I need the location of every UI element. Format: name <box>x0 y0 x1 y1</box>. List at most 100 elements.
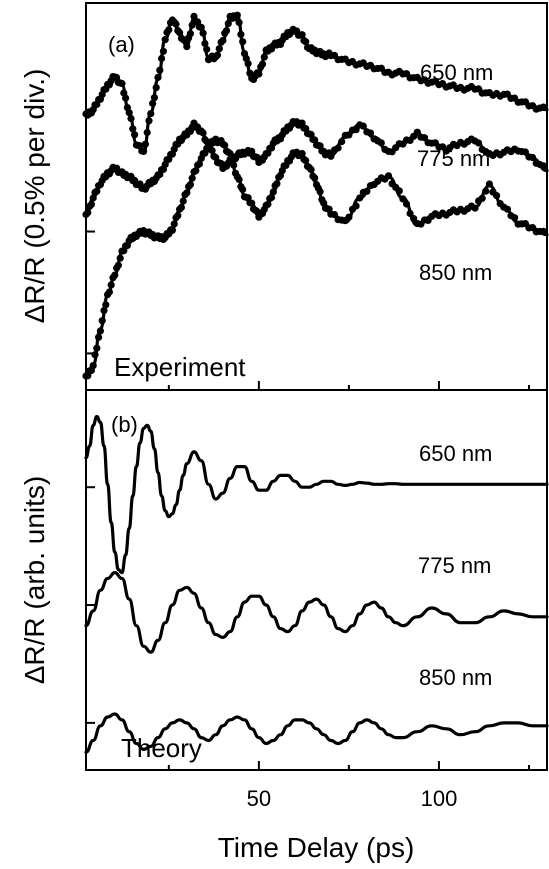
data-point <box>395 187 403 195</box>
data-point <box>199 29 207 37</box>
data-point <box>539 227 548 235</box>
data-point <box>264 200 272 208</box>
data-point <box>482 187 490 195</box>
data-point <box>219 36 227 45</box>
data-point <box>165 26 173 34</box>
panel-a-series-label-650: 650 nm <box>420 60 493 85</box>
data-point <box>215 45 223 53</box>
data-point <box>239 38 247 46</box>
data-point <box>311 174 319 182</box>
panel-a-label: (a) <box>108 32 135 57</box>
data-point <box>338 138 346 146</box>
data-point <box>201 39 209 48</box>
panel-b-series-label-850: 850 nm <box>419 665 492 690</box>
data-point <box>188 174 196 182</box>
panel-b-series-775-nm <box>84 571 549 654</box>
data-point <box>413 128 421 136</box>
data-point <box>150 94 158 102</box>
data-point <box>302 38 310 46</box>
data-point <box>125 109 133 117</box>
data-point <box>399 195 407 203</box>
data-point <box>539 162 548 170</box>
data-point <box>159 47 167 55</box>
panel-a-y-axis-label: ΔR/R (0.5% per div.) <box>19 69 50 324</box>
data-point <box>260 53 268 61</box>
data-point <box>170 220 178 228</box>
data-point <box>203 45 211 53</box>
data-point <box>410 215 418 223</box>
data-point <box>89 194 97 202</box>
data-point <box>233 11 241 19</box>
data-point <box>529 153 537 162</box>
data-point <box>248 199 256 207</box>
data-point <box>402 200 411 208</box>
data-point <box>95 333 103 341</box>
panel-b-y-axis-label: ΔR/R (arb. units) <box>19 476 50 685</box>
data-point <box>377 139 385 147</box>
data-point <box>107 281 115 289</box>
x-tick-label-100: 100 <box>421 786 458 811</box>
panel-b-frame <box>85 389 548 771</box>
data-point <box>127 114 135 123</box>
data-point <box>420 134 429 142</box>
data-point <box>334 144 342 152</box>
data-point <box>116 254 124 262</box>
data-point <box>273 180 281 188</box>
panel-a-series-label-775: 775 nm <box>417 146 490 171</box>
data-point <box>363 187 371 195</box>
data-point <box>366 129 375 137</box>
data-point <box>183 43 191 51</box>
data-point <box>345 213 353 221</box>
data-point <box>176 28 184 37</box>
data-point <box>471 204 479 212</box>
data-point <box>267 193 276 202</box>
x-tick-label-50: 50 <box>247 786 271 811</box>
panel-b-curves <box>84 414 549 754</box>
data-point <box>105 288 113 296</box>
data-point <box>192 167 200 175</box>
panel-b-series-850-nm <box>84 712 549 754</box>
data-point <box>177 203 185 211</box>
data-point <box>91 351 99 359</box>
data-point <box>237 30 245 38</box>
data-point <box>100 306 108 315</box>
data-point <box>539 103 548 111</box>
data-point <box>359 122 367 130</box>
data-point <box>114 261 122 269</box>
x-tick-labels: 50 100 <box>247 786 458 811</box>
data-point <box>493 192 501 200</box>
data-point <box>141 140 149 148</box>
data-point <box>235 175 243 184</box>
data-point <box>186 30 194 38</box>
data-point <box>174 212 182 220</box>
data-point <box>87 200 95 208</box>
data-point <box>330 211 339 219</box>
data-point <box>221 141 229 149</box>
data-point <box>298 31 306 39</box>
data-point <box>179 197 187 205</box>
data-point <box>111 271 119 279</box>
data-point <box>129 125 137 133</box>
panel-b-ticks <box>86 486 530 770</box>
data-point <box>152 84 160 92</box>
panel-a-series-label-850: 850 nm <box>419 260 492 285</box>
panel-b-annotation: Theory <box>121 733 202 763</box>
data-point <box>195 160 203 168</box>
data-point <box>384 172 393 180</box>
data-point <box>478 194 486 202</box>
data-point <box>93 187 101 195</box>
data-point <box>96 327 104 335</box>
panel-b-series-label-775: 775 nm <box>418 553 491 578</box>
data-point <box>197 23 205 31</box>
data-point <box>199 129 207 137</box>
data-point <box>147 110 155 118</box>
data-point <box>161 36 169 44</box>
data-point <box>230 161 238 169</box>
panel-a-markers-650-nm <box>82 11 548 155</box>
data-point <box>118 79 126 88</box>
data-point <box>89 362 97 370</box>
panel-a-curves <box>82 11 549 380</box>
data-point <box>224 20 232 28</box>
data-point <box>140 147 148 155</box>
